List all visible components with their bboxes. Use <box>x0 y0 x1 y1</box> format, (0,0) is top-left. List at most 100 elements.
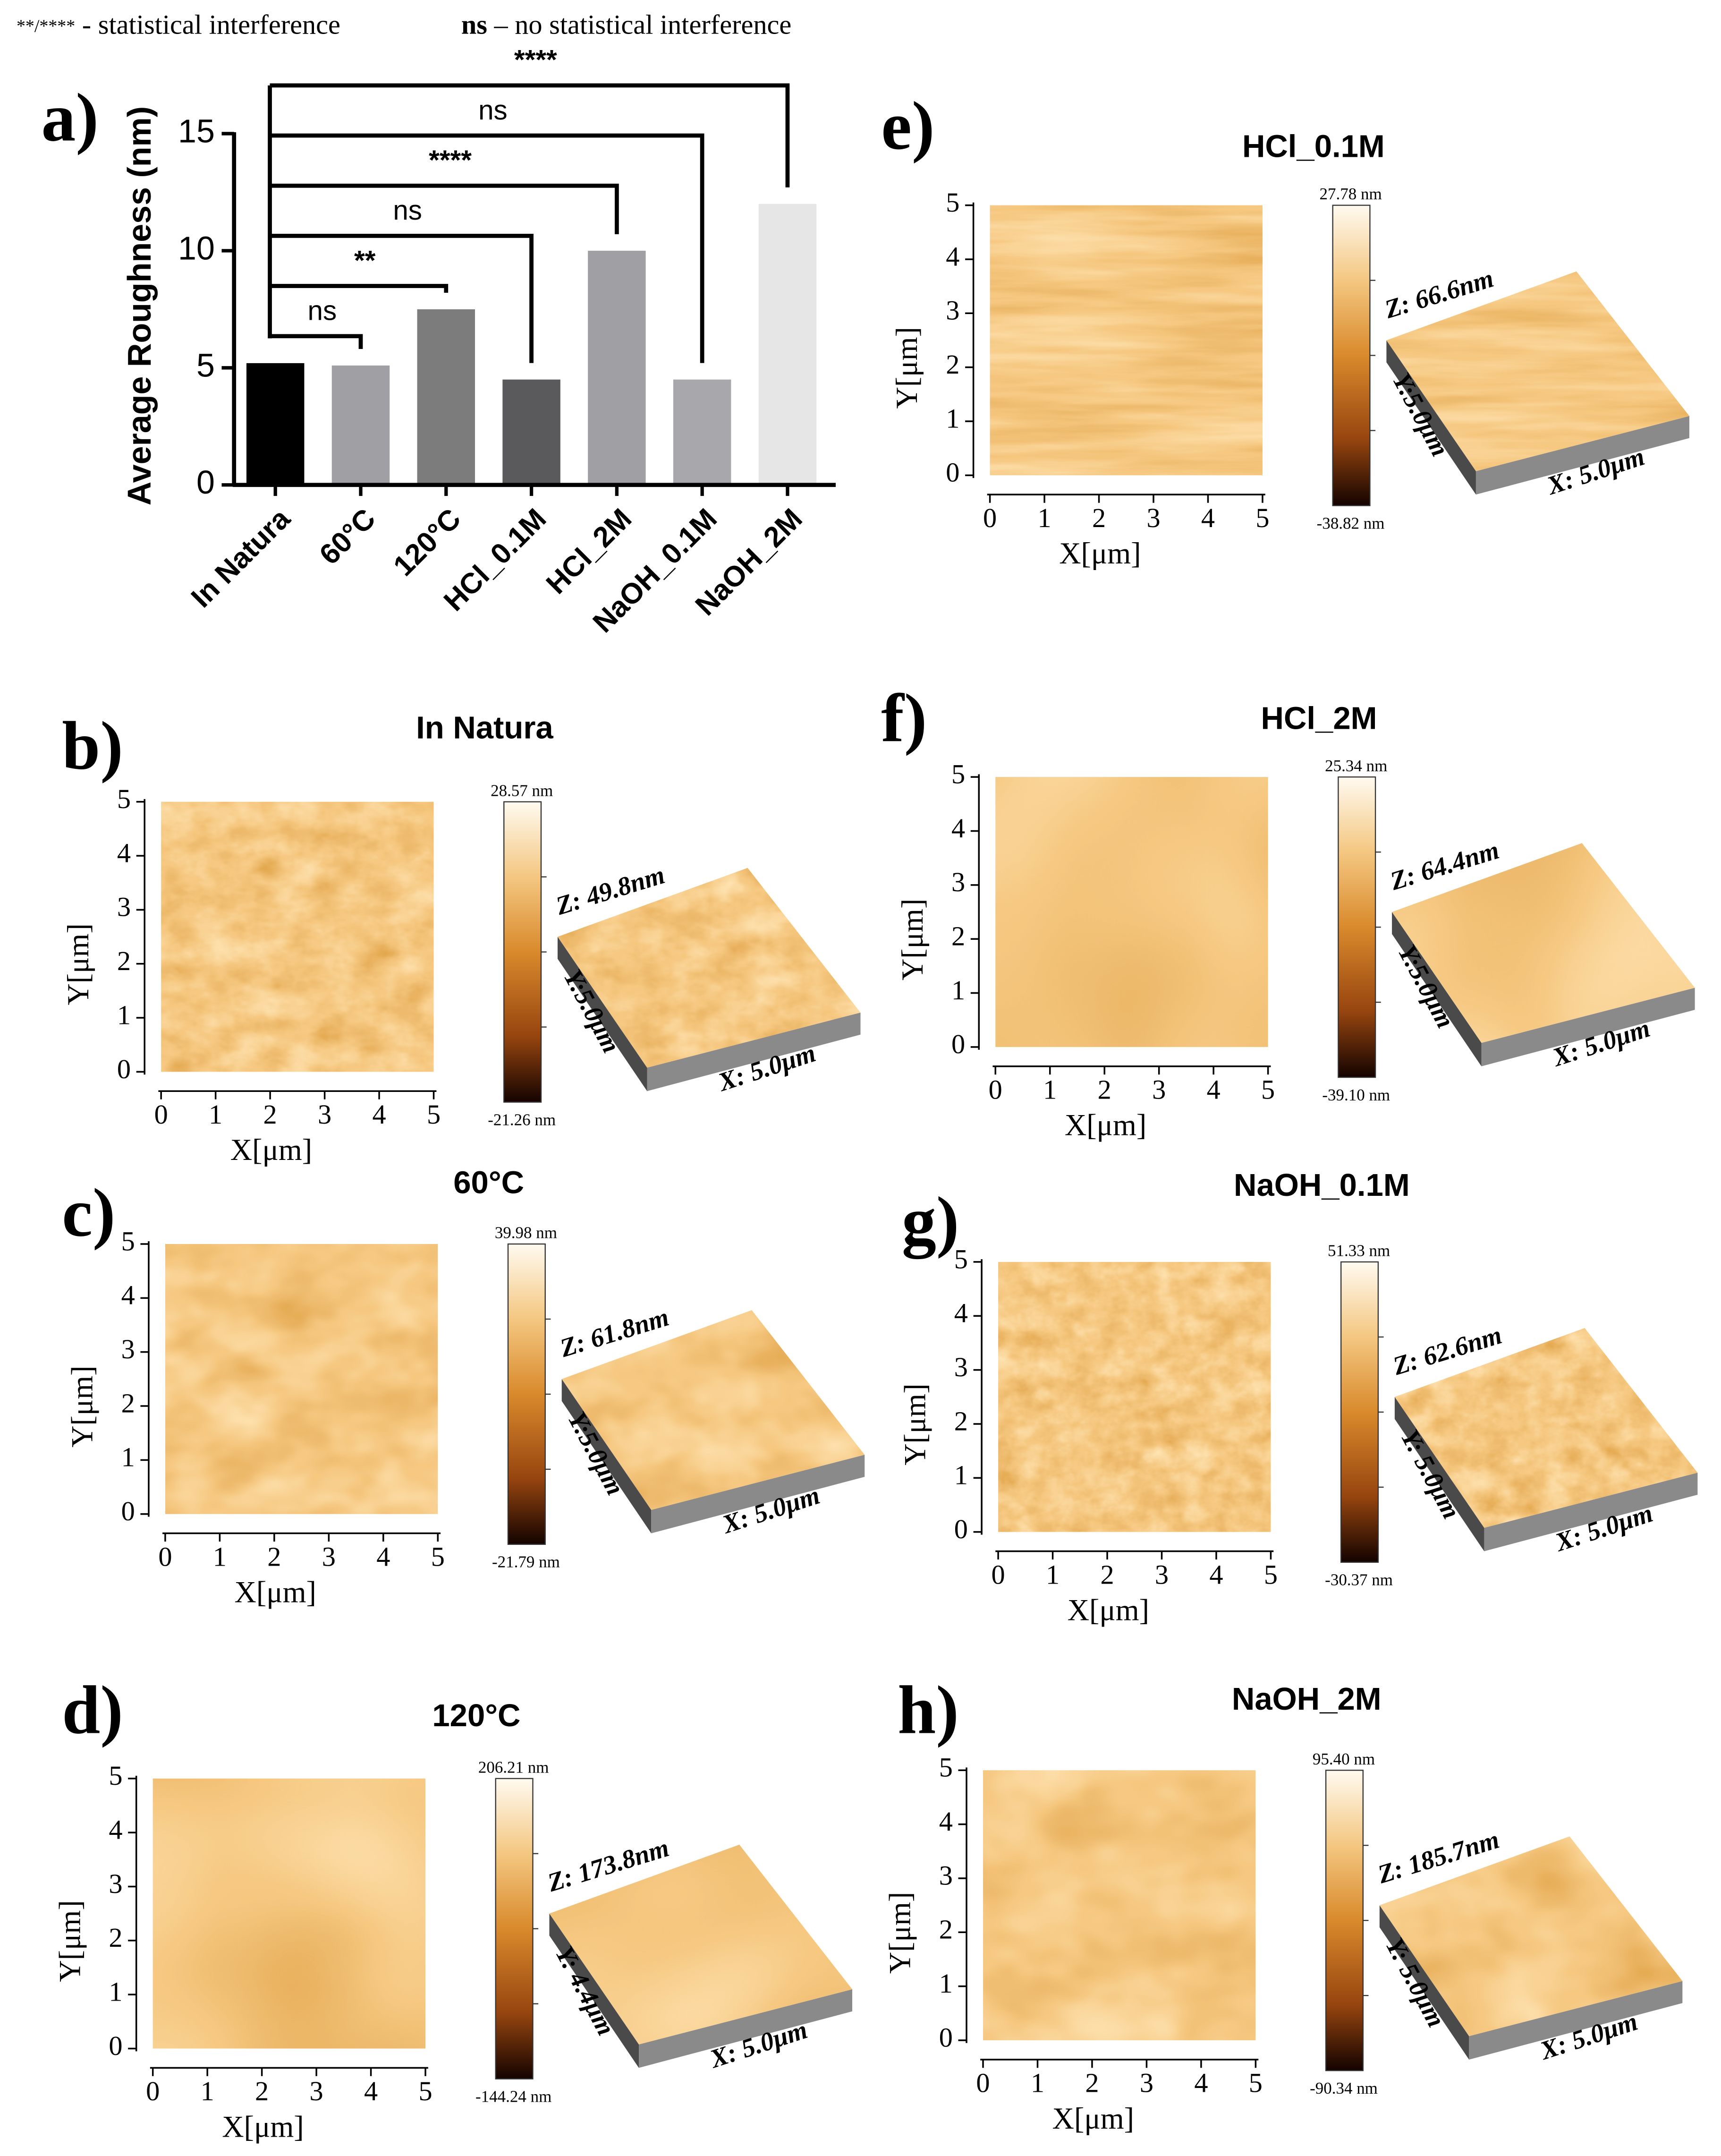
significance-bracket <box>270 234 534 363</box>
y-tick-label: 3 <box>946 295 959 326</box>
panel-title: HCl_2M <box>1261 700 1377 736</box>
legend-text: - statistical interference <box>82 9 340 40</box>
y-tick-label: 3 <box>121 1334 135 1364</box>
x-tick-label: 4 <box>1194 2068 1208 2098</box>
panel-label: b) <box>62 707 123 784</box>
surface-side <box>561 1379 652 1534</box>
x-tick-label: 3 <box>1140 2068 1153 2098</box>
y-tick-label: 1 <box>939 1968 953 1999</box>
x-tick-label: 1 <box>201 2076 214 2106</box>
y-tick-label: 2 <box>954 1406 968 1436</box>
panel-label: f) <box>881 680 927 756</box>
color-scale-min: -90.34 nm <box>1310 2079 1378 2097</box>
x-tick-label: 5 <box>1261 1074 1275 1105</box>
significance-bracket <box>270 284 449 293</box>
color-scale-min: -39.10 nm <box>1322 1086 1390 1104</box>
y-tick-label: 2 <box>939 1914 953 1945</box>
surface-3d <box>1394 1328 1698 1528</box>
x-tick-label: 0 <box>158 1541 172 1572</box>
surface-3d <box>1392 843 1695 1043</box>
bar <box>673 379 731 485</box>
panel-label: h) <box>898 1671 959 1748</box>
y-tick-label: 5 <box>954 1244 968 1274</box>
y-tick-label: 0 <box>196 464 215 501</box>
x-tick-label: 3 <box>1146 503 1160 533</box>
x-tick-label: 5 <box>1255 503 1269 533</box>
x-tick-label: 2 <box>1098 1074 1111 1105</box>
color-scale <box>507 1243 546 1545</box>
y-tick-label: 0 <box>939 2022 953 2053</box>
bar <box>246 363 305 485</box>
afm-height-map <box>161 801 434 1072</box>
surface-side <box>647 1012 861 1091</box>
x-tick-label: 3 <box>310 2076 323 2106</box>
y-axis-label: Y[μm] <box>66 1365 99 1447</box>
panel-title: In Natura <box>416 710 553 746</box>
surface-side <box>1475 416 1689 495</box>
x-tick-label: 0 <box>983 503 997 533</box>
x-tick-label: 5 <box>1264 1559 1278 1590</box>
x-axis-label: X[μm] <box>230 1133 312 1167</box>
y-tick-label: 1 <box>117 999 131 1030</box>
x-axis-label: X[μm] <box>235 1576 316 1609</box>
x-tick-label: 5 <box>1249 2068 1263 2098</box>
significance-label: ns <box>393 195 422 226</box>
y-tick-label: 1 <box>951 975 965 1006</box>
y-tick-label: 5 <box>946 187 959 218</box>
x-tick-label: 2 <box>1092 503 1106 533</box>
color-scale-max: 28.57 nm <box>491 781 553 800</box>
x-axis-label: X[μm] <box>222 2110 304 2143</box>
x-tick-label: 2 <box>255 2076 269 2106</box>
panel-label: c) <box>62 1174 115 1251</box>
y-tick-label: 15 <box>178 112 215 149</box>
y-tick-label: 5 <box>109 1760 122 1791</box>
surface-side <box>557 937 647 1091</box>
y-tick-label: 0 <box>951 1029 965 1059</box>
x-tick-label: 1 <box>213 1541 227 1572</box>
significance-bracket <box>270 83 790 187</box>
y-tick-label: 5 <box>121 1226 135 1256</box>
surface-side <box>549 1913 639 2068</box>
surface-side <box>1392 912 1482 1066</box>
significance-label: ** <box>354 245 376 276</box>
color-scale-max: 95.40 nm <box>1313 1750 1375 1768</box>
y-tick-label: 0 <box>954 1514 968 1544</box>
legend-symbol: ns <box>461 9 487 40</box>
surface-side <box>639 1989 853 2068</box>
x-tick-label: 5 <box>427 1099 441 1130</box>
x-tick-label: 3 <box>322 1541 336 1572</box>
surface-side <box>1484 1473 1698 1551</box>
x-tick-label: 4 <box>1201 503 1215 533</box>
legend-text: – no statistical interference <box>494 9 792 40</box>
y-tick-label: 4 <box>939 1806 953 1837</box>
x-tick-label: 0 <box>992 1559 1005 1590</box>
significance-label: ns <box>478 95 508 126</box>
y-axis-label: Y[μm] <box>61 923 95 1005</box>
y-tick-label: 3 <box>951 867 965 897</box>
afm-height-map <box>983 1770 1256 2040</box>
color-scale <box>503 801 542 1103</box>
x-tick-label: 4 <box>1209 1559 1223 1590</box>
color-scale-min: -30.37 nm <box>1325 1571 1393 1589</box>
y-tick-label: 3 <box>954 1352 968 1382</box>
surface-3d <box>557 868 861 1068</box>
y-tick-label: 2 <box>951 921 965 952</box>
color-scale <box>1325 1770 1364 2071</box>
x-tick-label: 0 <box>989 1074 1002 1105</box>
y-tick-label: 4 <box>117 837 131 868</box>
color-scale <box>1338 776 1376 1078</box>
panel-label: g) <box>902 1183 959 1259</box>
panel-title: NaOH_2M <box>1232 1681 1382 1717</box>
y-axis-label: Y[μm] <box>53 1900 86 1982</box>
x-tick-label: 2 <box>1100 1559 1114 1590</box>
afm-height-map <box>153 1778 426 2049</box>
surface-3d <box>549 1844 853 2045</box>
bar <box>502 379 560 485</box>
x-tick-label: In Natura <box>185 502 296 614</box>
significance-label: **** <box>514 45 557 76</box>
color-scale <box>1332 205 1371 506</box>
color-scale-min: -144.24 nm <box>475 2088 551 2106</box>
surface-3d <box>1386 271 1689 471</box>
panel-label: a) <box>41 79 98 156</box>
bar <box>331 365 390 485</box>
